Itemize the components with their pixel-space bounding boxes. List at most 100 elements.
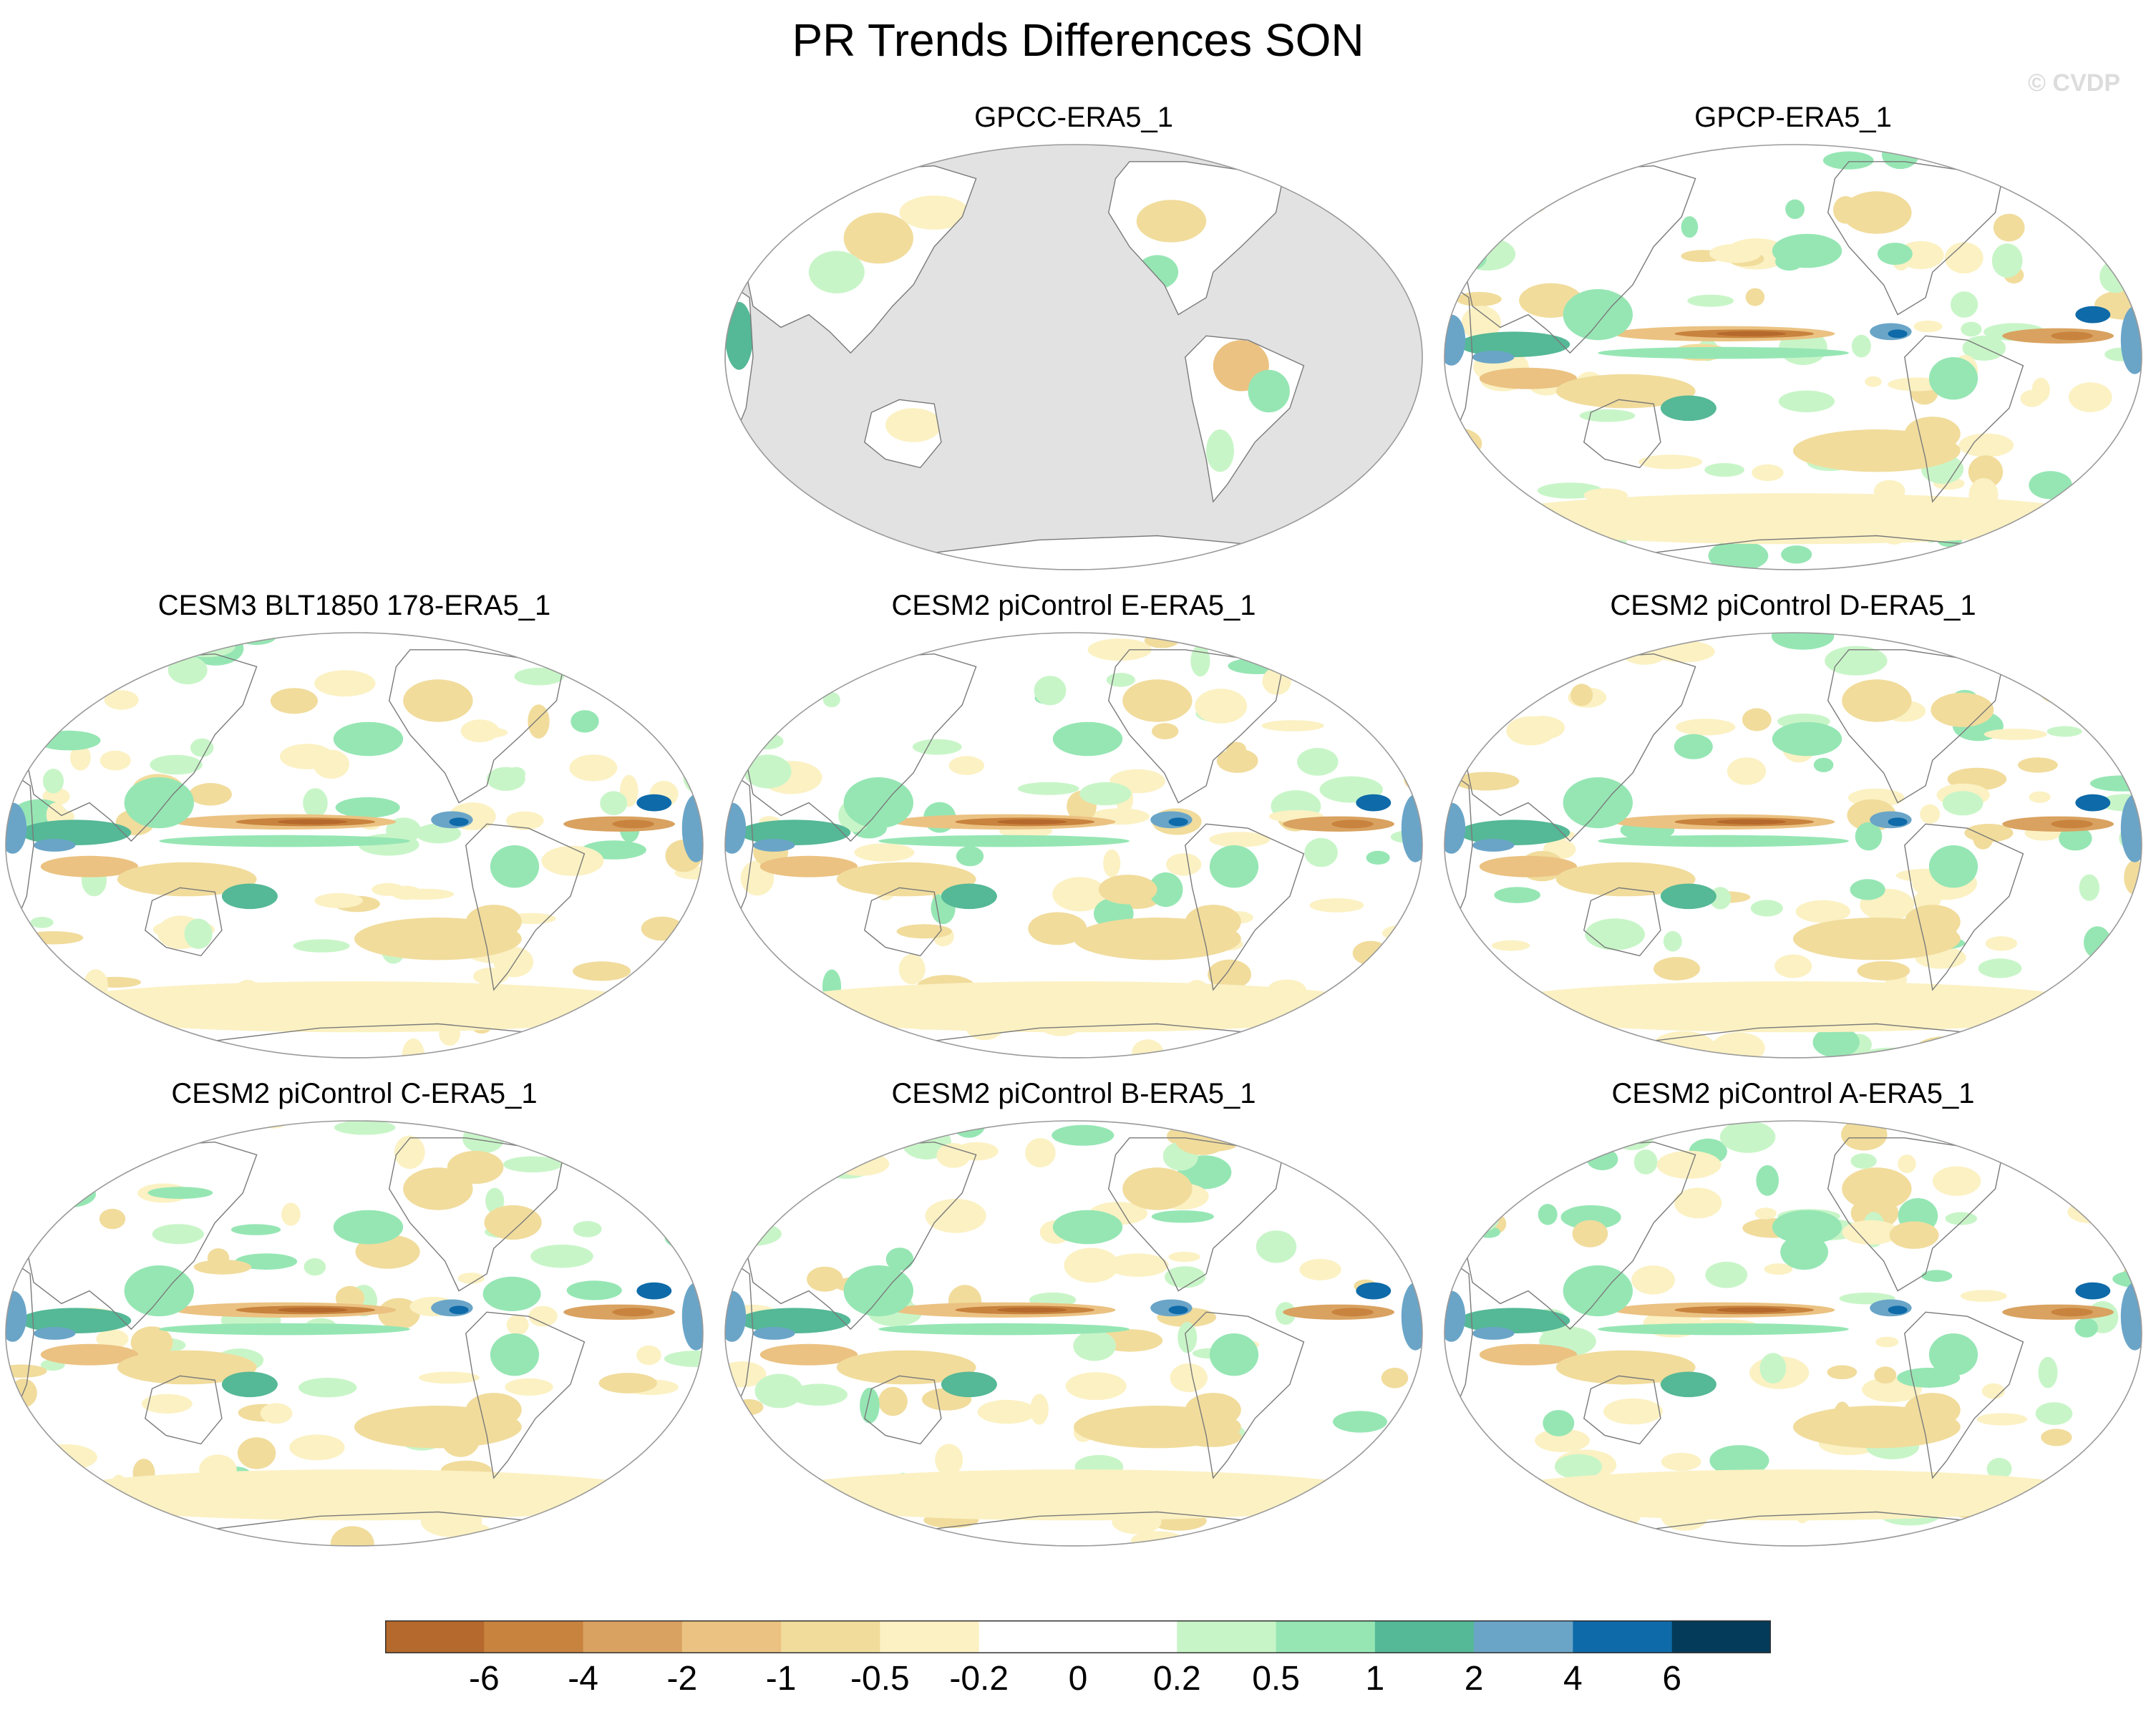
- precip-patch: [1098, 875, 1157, 905]
- precip-patch: [626, 1465, 674, 1489]
- precip-patch: [2079, 874, 2099, 901]
- precip-patch: [535, 1532, 553, 1546]
- colorbar-frame: [385, 1620, 1771, 1653]
- coastline-africa: [1444, 767, 1473, 931]
- precip-patch: [1554, 1454, 1603, 1479]
- panel-cesm2-picontrol-e: CESM2 piControl E-ERA5_1: [719, 588, 1428, 1082]
- precip-patch: [1759, 1353, 1787, 1383]
- north-pacific-wet: [1772, 721, 1842, 757]
- precip-patch: [1976, 1413, 2028, 1426]
- precip-patch: [1932, 1166, 1981, 1196]
- itcz-dry-core: [277, 1307, 348, 1313]
- precip-patch: [386, 817, 422, 844]
- precip-patch: [1878, 243, 1913, 266]
- precip-patch: [189, 783, 232, 806]
- precip-patch: [626, 973, 653, 1006]
- precip-patch: [1579, 409, 1636, 422]
- precip-patch: [885, 1247, 914, 1271]
- colorbar-swatch: [681, 1620, 782, 1653]
- precip-patch: [1079, 782, 1132, 806]
- north-pacific-wet: [1052, 1210, 1123, 1245]
- precip-patch: [314, 670, 376, 697]
- precip-patch: [1339, 178, 1395, 213]
- precip-patch: [1756, 1165, 1779, 1196]
- precip-patch: [1771, 633, 1835, 650]
- africa-edge-wet: [2120, 306, 2142, 374]
- precip-patch: [528, 1305, 558, 1327]
- atlantic-wet-core: [1356, 1282, 1392, 1300]
- precip-patch: [1785, 199, 1805, 219]
- colorbar-tick-label: 1: [1365, 1660, 1385, 1698]
- precip-patch: [330, 1526, 374, 1546]
- warm-pool-wet: [124, 777, 194, 829]
- precip-patch: [1299, 1258, 1341, 1280]
- precip-patch: [335, 797, 400, 818]
- precip-patch: [878, 1386, 908, 1416]
- colorbar-swatch: [781, 1620, 881, 1653]
- precip-patch: [1177, 1322, 1198, 1353]
- precip-patch: [754, 1373, 804, 1409]
- precip-patch: [1030, 1394, 1049, 1425]
- map-cesm2-picontrol-e: [724, 632, 1423, 1059]
- precip-patch: [664, 1227, 694, 1247]
- precip-patch: [1543, 1410, 1575, 1436]
- atlantic-wet-core: [2075, 794, 2111, 812]
- precip-patch: [30, 917, 54, 928]
- precip-patch: [1855, 822, 1883, 851]
- atlantic-itcz-core: [612, 819, 654, 829]
- precip-patch: [860, 1387, 880, 1424]
- precip-patch: [1190, 645, 1210, 677]
- colorbar-tick-label: -0.2: [949, 1660, 1009, 1698]
- precip-patch: [2052, 650, 2073, 676]
- precip-patch: [507, 767, 526, 782]
- precip-patch: [1488, 515, 1547, 530]
- precip-patch: [725, 1219, 765, 1233]
- precip-patch: [1705, 1261, 1748, 1288]
- coastline-africa: [725, 1255, 754, 1419]
- africa-edge-wet: [1401, 1282, 1422, 1351]
- precip-patch: [1275, 644, 1306, 666]
- panel-title-cesm2-picontrol-e: CESM2 piControl E-ERA5_1: [891, 590, 1256, 621]
- precip-patch: [6, 986, 36, 1006]
- precip-patch: [1256, 1230, 1297, 1263]
- precip-patch: [912, 739, 962, 755]
- colorbar-tick-label: -6: [468, 1660, 500, 1698]
- precip-patch: [1384, 1025, 1422, 1049]
- panel-title-cesm3-blt1850: CESM3 BLT1850 178-ERA5_1: [157, 590, 551, 621]
- precip-patch: [150, 754, 203, 775]
- precip-patch: [1136, 200, 1207, 243]
- colorbar-tick-label: 2: [1464, 1660, 1484, 1698]
- colorbar-swatch: [385, 1620, 485, 1653]
- precip-patch: [281, 1202, 301, 1226]
- precip-patch: [749, 733, 784, 750]
- precip-patch: [725, 1481, 764, 1515]
- precip-patch: [41, 1121, 72, 1147]
- coastline-africa: [6, 767, 34, 931]
- precip-patch: [1742, 708, 1772, 731]
- precip-patch: [1352, 940, 1389, 966]
- indian-ocean-wet: [1458, 1308, 1570, 1333]
- precip-patch: [1456, 291, 1502, 307]
- precip-patch: [1656, 1150, 1722, 1179]
- atlantic-itcz-core: [612, 1308, 654, 1317]
- precip-patch: [1774, 954, 1812, 978]
- precip-patch: [601, 1527, 635, 1545]
- precip-patch: [1064, 1247, 1120, 1283]
- africa-edge-wet: [1401, 794, 1422, 862]
- coastline-samerica: [465, 823, 586, 991]
- precip-patch: [1676, 719, 1736, 736]
- precip-patch: [2004, 1013, 2023, 1038]
- coastline-samerica: [1904, 1311, 2024, 1479]
- precip-patch: [293, 939, 350, 953]
- precip-patch: [1661, 1452, 1701, 1472]
- precip-patch: [334, 1121, 396, 1135]
- precip-patch: [1889, 1221, 1939, 1249]
- itcz-dry-core: [277, 819, 348, 825]
- precip-patch: [138, 636, 187, 649]
- precip-patch: [1875, 1336, 1899, 1348]
- precip-patch: [734, 1399, 764, 1416]
- precip-patch: [1170, 1363, 1208, 1393]
- precip-patch: [832, 1152, 890, 1176]
- africa-edge-wet: [725, 802, 747, 854]
- precip-patch: [792, 1512, 845, 1535]
